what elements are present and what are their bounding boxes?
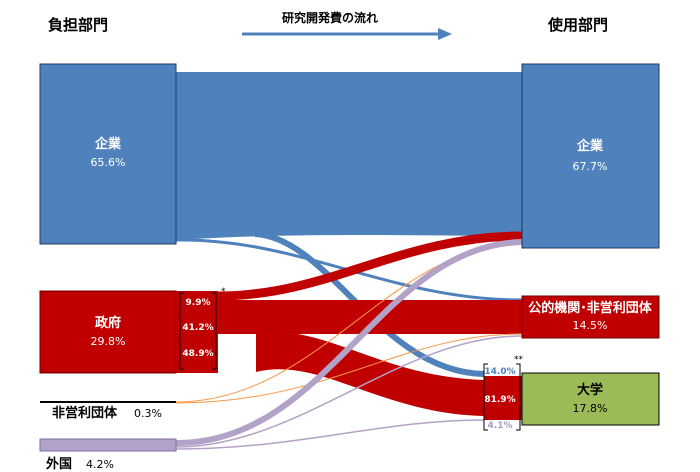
header-left: 負担部門 xyxy=(48,16,108,34)
flow-arrow xyxy=(242,28,452,40)
flow-enterprise-to-enterprise xyxy=(176,72,522,240)
flow-np-to-public xyxy=(175,333,523,404)
gov-split-bracket: 9.9% 41.2% 48.9% * xyxy=(176,287,226,373)
source-nonprofit-name: 非営利団体 xyxy=(52,405,118,421)
source-foreign: 外国 4.2% xyxy=(39,438,177,472)
source-enterprise: 企業 65.6% xyxy=(39,63,177,245)
target-university: 大学 17.8% xyxy=(521,372,660,426)
target-public-name: 公的機関･非営利団体 xyxy=(528,300,653,316)
target-university-name: 大学 xyxy=(577,382,603,398)
gov-split-0: 9.9% xyxy=(186,298,211,308)
target-enterprise: 企業 67.7% xyxy=(521,63,660,249)
target-enterprise-pct: 67.7% xyxy=(573,160,608,173)
univ-marker: ** xyxy=(514,355,524,365)
source-enterprise-pct: 65.6% xyxy=(91,156,126,169)
flow-foreign-to-public xyxy=(175,335,523,448)
gov-split-2: 48.9% xyxy=(182,349,213,359)
flow-gov-to-enterprise xyxy=(217,231,523,301)
univ-split-0: 14.0% xyxy=(484,367,515,377)
flow-foreign-to-enterprise xyxy=(175,239,523,446)
flow-foreign-to-university xyxy=(175,419,485,450)
source-enterprise-name: 企業 xyxy=(94,136,122,152)
source-government: 政府 29.8% xyxy=(39,290,177,374)
header-center: 研究開発費の流れ xyxy=(282,10,378,25)
flow-gov-to-university xyxy=(256,330,484,416)
gov-split-1: 41.2% xyxy=(182,323,213,333)
header-right: 使用部門 xyxy=(547,16,608,34)
target-university-pct: 17.8% xyxy=(573,402,608,415)
univ-split-2: 4.1% xyxy=(488,421,513,431)
flows xyxy=(175,72,523,450)
source-government-pct: 29.8% xyxy=(91,335,126,348)
source-foreign-name: 外国 xyxy=(45,456,72,472)
source-government-name: 政府 xyxy=(95,315,121,331)
univ-split-bracket: 14.0% 81.9% 4.1% ** xyxy=(483,355,524,431)
source-foreign-pct: 4.2% xyxy=(86,458,114,471)
source-nonprofit: 非営利団体 0.3% xyxy=(40,401,176,421)
target-enterprise-name: 企業 xyxy=(576,138,604,154)
source-nonprofit-pct: 0.3% xyxy=(134,407,162,420)
target-public: 公的機関･非営利団体 14.5% xyxy=(521,295,660,339)
target-public-pct: 14.5% xyxy=(573,319,608,332)
univ-split-1: 81.9% xyxy=(484,395,515,405)
flow-gov-to-public xyxy=(218,300,522,334)
gov-marker: * xyxy=(221,287,226,297)
